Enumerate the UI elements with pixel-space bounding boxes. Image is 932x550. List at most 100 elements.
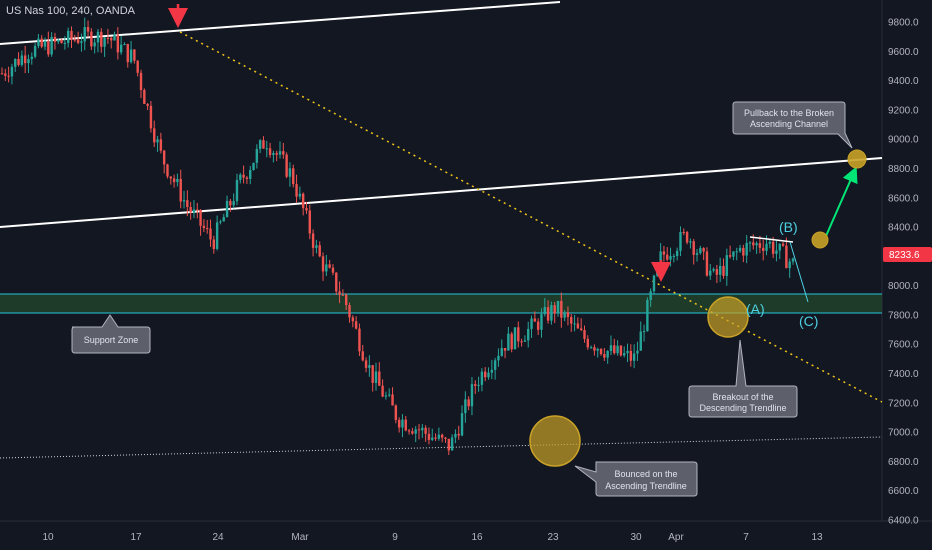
wave-b-label: (B) xyxy=(779,219,798,235)
x-tick-label: Mar xyxy=(291,532,309,543)
candle-body xyxy=(86,27,90,32)
candle-body xyxy=(358,328,361,352)
candle-body xyxy=(60,39,63,44)
candle-body xyxy=(705,251,709,276)
candle-body xyxy=(242,174,245,178)
candle-body xyxy=(626,350,629,354)
candle-body xyxy=(149,105,153,129)
candle-body xyxy=(536,321,540,330)
support-zone-callout: Support Zone xyxy=(71,314,151,354)
candle-body xyxy=(692,241,695,255)
candle-body xyxy=(785,245,788,269)
candle-body xyxy=(136,60,139,73)
candle-body xyxy=(576,323,580,329)
candle-body xyxy=(394,405,398,420)
candle-body xyxy=(735,251,738,253)
candle-body xyxy=(464,399,467,414)
candle-body xyxy=(315,245,318,248)
candle-body xyxy=(96,31,100,43)
candle-body xyxy=(83,27,86,42)
candle-body xyxy=(133,49,136,61)
candle-body xyxy=(434,437,437,439)
candle-body xyxy=(179,178,182,202)
chart-title: US Nas 100, 240, OANDA xyxy=(6,5,136,17)
x-axis: 10 17 24 Mar 9 16 23 30 Apr 7 13 xyxy=(42,532,823,543)
candle-body xyxy=(589,347,593,349)
candle-body xyxy=(381,385,384,397)
candle-body xyxy=(725,255,729,276)
candle-body xyxy=(192,209,196,213)
candle-body xyxy=(378,371,381,386)
candle-body xyxy=(4,73,7,76)
candle-body xyxy=(70,30,73,40)
candle-body xyxy=(23,55,27,64)
candle-body xyxy=(755,243,758,246)
candle-body xyxy=(533,318,537,322)
candle-body xyxy=(176,178,179,183)
candle-body xyxy=(103,37,106,47)
candle-body xyxy=(493,360,497,370)
candle-body xyxy=(596,348,599,351)
x-tick-label: 13 xyxy=(811,532,823,543)
candle-body xyxy=(245,177,249,179)
candle-body xyxy=(682,232,685,234)
candle-body xyxy=(292,168,295,185)
candle-body xyxy=(778,243,781,251)
y-tick-label: 6600.0 xyxy=(888,486,919,497)
candle-body xyxy=(702,248,705,252)
candle-body xyxy=(718,265,722,275)
x-tick-label: 10 xyxy=(42,532,54,543)
candle-body xyxy=(685,232,689,243)
candle-body xyxy=(563,312,566,318)
candle-body xyxy=(781,243,785,246)
candle-body xyxy=(507,333,510,351)
candle-body xyxy=(570,317,573,324)
candle-body xyxy=(556,300,560,314)
candle-body xyxy=(513,327,517,350)
candle-body xyxy=(401,419,404,428)
y-tick-label: 7600.0 xyxy=(888,340,919,351)
candle-body xyxy=(752,242,755,246)
candle-body xyxy=(384,395,388,397)
candle-body xyxy=(335,272,338,292)
ascending-trendline xyxy=(0,436,883,459)
candle-body xyxy=(325,264,328,272)
candle-body xyxy=(748,242,752,244)
candle-body xyxy=(282,151,285,155)
candle-body xyxy=(20,55,24,65)
candle-body xyxy=(368,365,371,368)
candle-body xyxy=(454,433,457,438)
candle-body xyxy=(566,312,570,318)
candle-body xyxy=(407,430,411,432)
candle-body xyxy=(331,267,335,273)
candle-body xyxy=(712,269,715,271)
candle-body xyxy=(520,341,523,343)
y-tick-label: 8000.0 xyxy=(888,281,919,292)
candle-body xyxy=(225,200,229,218)
y-tick-label: 9600.0 xyxy=(888,47,919,58)
candle-body xyxy=(113,34,116,41)
candle-body xyxy=(579,328,583,331)
candle-body xyxy=(0,73,4,75)
breakout-circle xyxy=(707,296,749,338)
candle-body xyxy=(57,39,60,42)
candle-body xyxy=(321,256,325,272)
candle-body xyxy=(632,353,636,361)
candle-body xyxy=(606,350,609,358)
candle-body xyxy=(50,36,53,55)
candle-body xyxy=(771,241,775,254)
y-tick-label: 6800.0 xyxy=(888,457,919,468)
candle-body xyxy=(699,248,702,254)
y-tick-label: 7000.0 xyxy=(888,428,919,439)
candle-body xyxy=(40,38,43,47)
y-tick-label: 9200.0 xyxy=(888,105,919,116)
wave-c-label: (C) xyxy=(799,313,818,329)
candle-body xyxy=(212,239,216,249)
candle-body xyxy=(788,261,791,269)
candle-body xyxy=(388,394,391,396)
candle-body xyxy=(172,178,176,183)
svg-text:Ascending Trendline: Ascending Trendline xyxy=(605,481,687,491)
candle-body xyxy=(10,66,14,77)
candle-body xyxy=(209,228,212,240)
